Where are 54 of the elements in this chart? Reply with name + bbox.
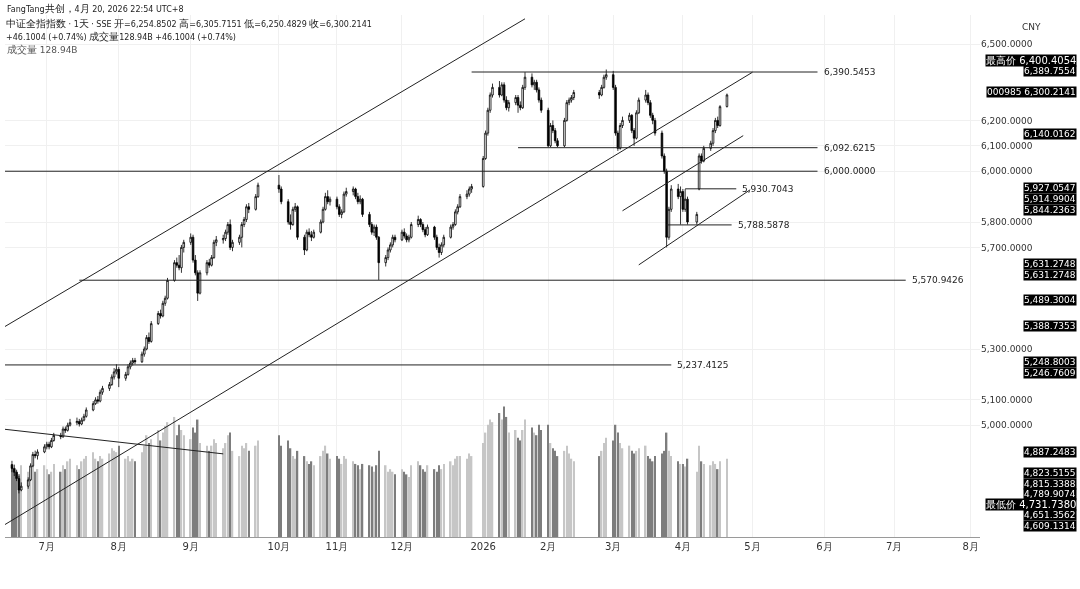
y-tick-label: 5,700.0000 [981,242,1033,253]
text: 5,388.7353 [1024,321,1076,331]
text: 5,248.8003 [1024,357,1076,367]
series-label: 5,570.9426 [912,275,964,285]
x-tick-label: 8月 [110,541,127,552]
text: 6,389.7554 [1024,66,1076,76]
x-tick-label: 5月 [744,541,761,552]
x-tick-label: 3月 [605,541,622,552]
y-tick-label: 5,100.0000 [981,394,1033,405]
series-label: 5,930.7043 [742,184,794,194]
x-tick-label: 12月 [390,541,414,552]
y-tick-label: 6,000.0000 [981,166,1033,177]
x-tick-label: 8月 [962,541,979,552]
x-tick-label: 2026 [470,541,496,552]
text: 最高价 6,400.4054 [986,55,1077,66]
x-tick-label: 7月 [885,541,903,552]
y-tick-label: 5,000.0000 [981,420,1033,431]
series-label: 6,390.5453 [824,67,876,77]
y-tick-label: 6,500.0000 [981,39,1033,50]
text: 4,823.5155 [1024,468,1076,478]
y-tick-label: 6,100.0000 [981,140,1033,151]
chart-subtitle: FangTang共创，4月 20, 2026 22:54 UTC+8 [7,3,184,14]
x-tick-label: 11月 [325,541,349,552]
series-label: 5,237.4125 [677,360,729,370]
x-tick-label: 9月 [182,541,199,552]
text: 最低价 4,731.7380 [986,499,1077,510]
text: 4,887.2483 [1024,447,1076,457]
y-tick-label: 5,300.0000 [981,344,1033,355]
text: 4,609.1314 [1024,521,1076,531]
text: 4,815.3388 [1024,479,1076,489]
text: 5,914.9904 [1024,194,1076,204]
series-label: 5,788.5878 [738,220,790,230]
y-tick-label: 5,800.0000 [981,217,1033,228]
text: CNY [1022,22,1042,32]
text: 6,140.0162 [1024,129,1076,139]
x-tick-label: 10月 [267,541,291,552]
text: 5,844.2363 [1024,205,1076,215]
text: 5,631.2748 [1024,270,1076,280]
x-tick-label: 7月 [38,541,55,552]
text: 5,631.2748 [1024,259,1076,269]
text: 4,651.3562 [1024,510,1076,520]
text: 4,789.9074 [1024,489,1076,499]
text: 5,489.3004 [1024,295,1076,305]
text: 5,927.0547 [1024,183,1076,193]
text: 000985 6,300.2141 [987,87,1076,97]
chart-title: 中证全指指数 · 1天 · SSE 开=6,254.8502 高=6,305.7151 低=6,250.4829 收=6,300.2141 +46.1004 (+0.74%) 成交量128.94B +46.1004 (+0.74%) [6,18,372,42]
series-label: 6,092.6215 [824,143,876,153]
text: 5,246.7609 [1024,368,1076,378]
series-label: 6,000.0000 [824,166,876,176]
annotation: 成交量 128.94B [7,44,78,55]
y-tick-label: 6,200.0000 [981,115,1033,126]
x-tick-label: 6月 [816,541,833,552]
x-tick-label: 2月 [540,541,557,552]
x-tick-label: 4月 [674,541,692,552]
